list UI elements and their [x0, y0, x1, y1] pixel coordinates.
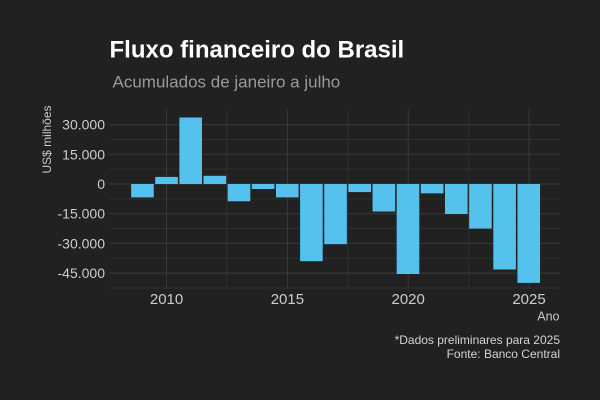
svg-text:*Dados preliminares para 2025: *Dados preliminares para 2025 [395, 333, 561, 347]
svg-text:Acumulados de janeiro a julho: Acumulados de janeiro a julho [113, 73, 341, 92]
svg-text:-15.000: -15.000 [58, 206, 106, 222]
svg-text:2020: 2020 [392, 291, 425, 308]
svg-text:-30.000: -30.000 [58, 235, 106, 251]
svg-text:Fluxo financeiro do Brasil: Fluxo financeiro do Brasil [110, 37, 405, 64]
svg-text:0: 0 [97, 176, 105, 192]
svg-text:15.000: 15.000 [62, 146, 105, 162]
svg-text:-45.000: -45.000 [58, 265, 106, 281]
svg-text:US$ milhões: US$ milhões [40, 105, 54, 173]
svg-text:Fonte: Banco Central: Fonte: Banco Central [447, 347, 560, 361]
svg-text:Ano: Ano [537, 310, 559, 324]
svg-text:2025: 2025 [512, 291, 545, 308]
svg-text:2010: 2010 [150, 291, 183, 308]
svg-text:2015: 2015 [271, 291, 304, 308]
svg-text:30.000: 30.000 [62, 117, 105, 133]
